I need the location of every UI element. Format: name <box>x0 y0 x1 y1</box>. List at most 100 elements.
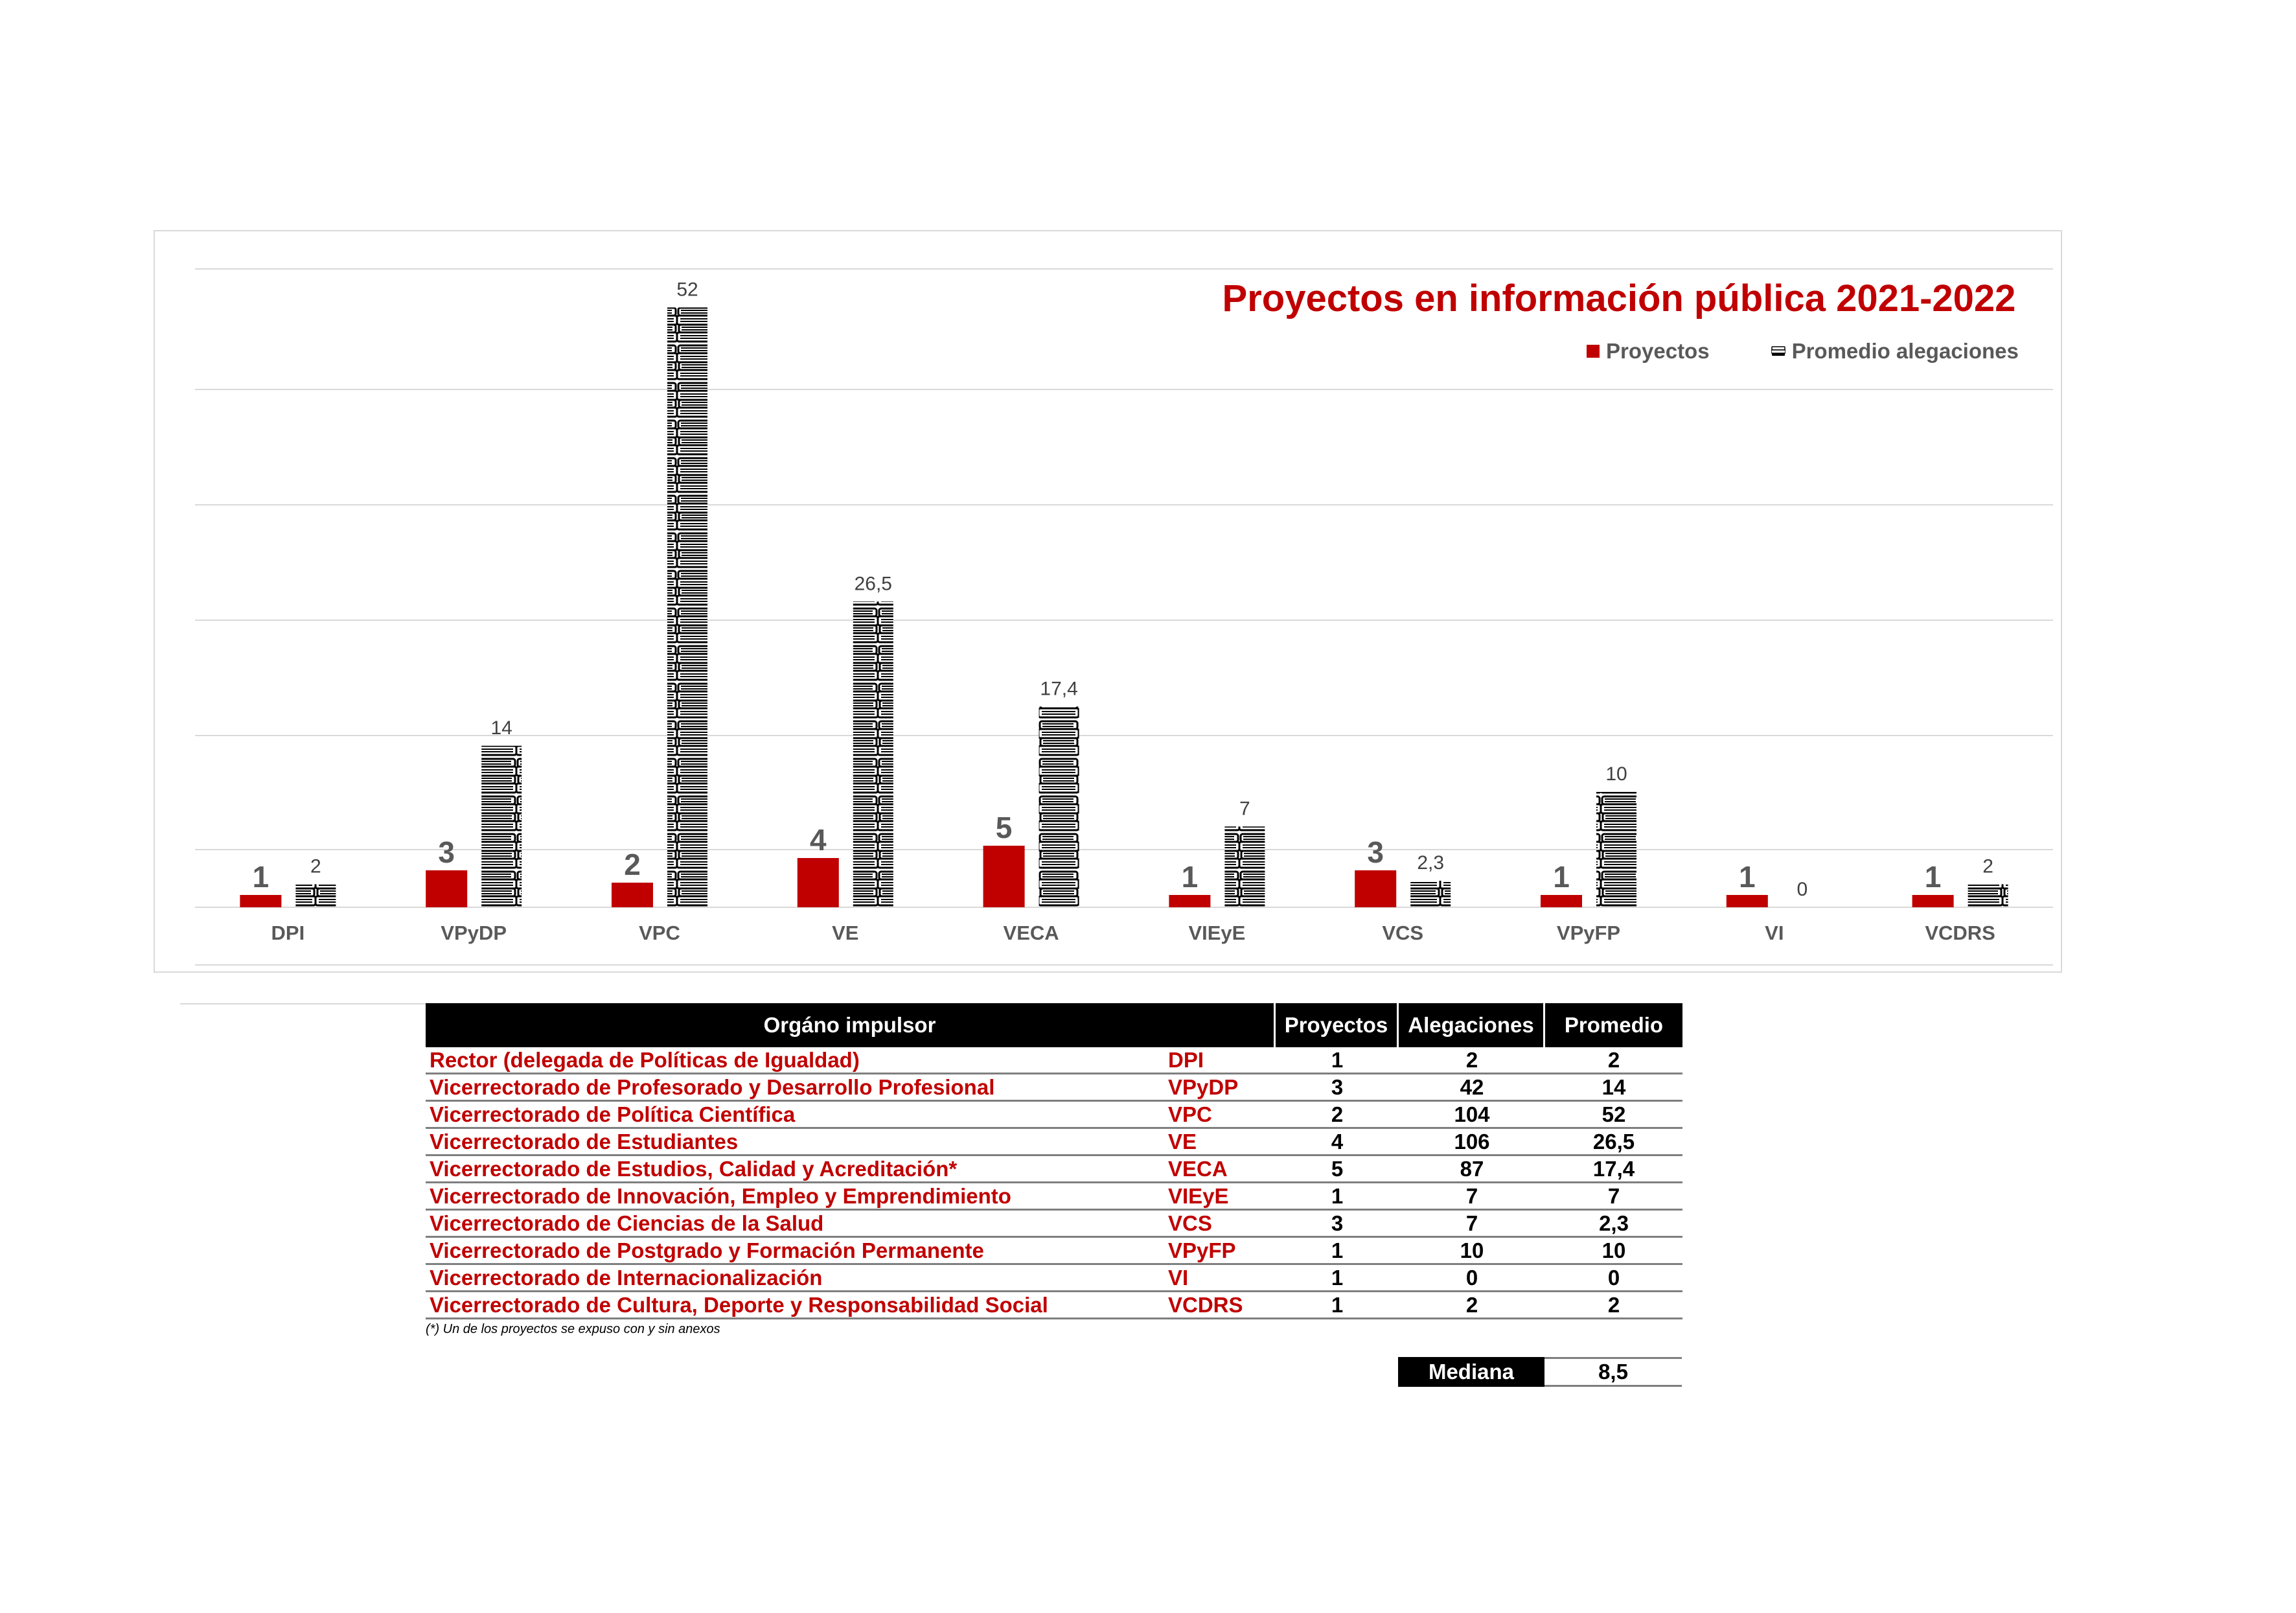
label-promedio-VECA: 17,4 <box>1040 678 1077 699</box>
header-organ: Orgáno impulsor <box>426 1003 1276 1047</box>
cell-average: 14 <box>1545 1075 1682 1100</box>
category-label-VPyFP: VPyFP <box>1557 922 1620 944</box>
cell-abbr: VCDRS <box>1164 1293 1276 1317</box>
label-proyectos-VPyDP: 3 <box>438 835 455 869</box>
cell-allegations-text: 10 <box>1460 1238 1484 1262</box>
cell-allegations: 104 <box>1399 1102 1545 1127</box>
cell-projects-text: 3 <box>1331 1211 1344 1235</box>
category-label-VCDRS: VCDRS <box>1925 922 1995 944</box>
table-row: Vicerrectorado de Estudios, Calidad y Ac… <box>426 1156 1682 1183</box>
bar-proyectos-VCS <box>1355 870 1397 907</box>
cell-abbr: VIEyE <box>1164 1184 1276 1209</box>
cell-allegations: 42 <box>1399 1075 1545 1100</box>
cell-organ: Rector (delegada de Políticas de Igualda… <box>426 1048 1164 1073</box>
bar-proyectos-VPyDP <box>426 870 468 907</box>
cell-average-text: 0 <box>1607 1266 1620 1290</box>
table-header: Orgáno impulsor Proyectos Alegaciones Pr… <box>426 1003 1682 1047</box>
label-proyectos-VI: 1 <box>1739 860 1756 894</box>
bar-proyectos-VE <box>797 858 839 907</box>
chart-legend: Proyectos Promedio alegaciones <box>1587 339 2019 364</box>
cell-organ: Vicerrectorado de Internacionalización <box>426 1266 1164 1290</box>
cell-allegations: 87 <box>1399 1157 1545 1181</box>
cell-average: 2 <box>1545 1048 1682 1073</box>
data-table: Orgáno impulsor Proyectos Alegaciones Pr… <box>426 1003 1682 1337</box>
cell-allegations-text: 2 <box>1465 1293 1478 1317</box>
label-proyectos-VCDRS: 1 <box>1925 860 1942 894</box>
bar-promedio-VE <box>853 601 893 907</box>
cell-allegations-text: 0 <box>1465 1266 1478 1290</box>
cell-average: 0 <box>1545 1266 1682 1290</box>
cell-organ: Vicerrectorado de Política Científica <box>426 1102 1164 1127</box>
cell-average-text: 2 <box>1607 1293 1620 1317</box>
cell-projects-text: 1 <box>1331 1293 1344 1317</box>
bar-proyectos-VI <box>1726 895 1768 907</box>
cell-projects: 2 <box>1276 1102 1399 1127</box>
cell-abbr-text: VI <box>1168 1266 1189 1290</box>
label-promedio-VPC: 52 <box>676 279 698 300</box>
header-projects: Proyectos <box>1276 1003 1399 1047</box>
label-proyectos-VCS: 3 <box>1367 835 1384 869</box>
cell-allegations-text: 2 <box>1465 1048 1478 1072</box>
cell-allegations-text: 106 <box>1454 1130 1490 1154</box>
label-promedio-VCDRS: 2 <box>1982 855 1993 877</box>
bar-proyectos-VPyFP <box>1541 895 1582 907</box>
table-row: Vicerrectorado de Política Científica VPC… <box>426 1102 1682 1129</box>
label-proyectos-VE: 4 <box>810 823 827 857</box>
cell-organ-text: Vicerrectorado de Estudiantes <box>430 1130 739 1154</box>
cell-allegations: 7 <box>1399 1184 1545 1209</box>
bar-promedio-VIEyE <box>1224 826 1265 907</box>
median-value: 8,5 <box>1544 1357 1682 1387</box>
cell-average-text: 2,3 <box>1599 1211 1629 1235</box>
label-proyectos-VPC: 2 <box>624 848 641 881</box>
cell-organ-text: Vicerrectorado de Postgrado y Formación … <box>430 1238 984 1262</box>
header-average: Promedio <box>1545 1003 1682 1047</box>
cell-abbr-text: VECA <box>1168 1157 1228 1181</box>
median-row: Mediana 8,5 <box>1398 1357 1682 1387</box>
cell-organ-text: Vicerrectorado de Ciencias de la Salud <box>430 1211 824 1235</box>
cell-average-text: 2 <box>1607 1048 1620 1072</box>
label-proyectos-VPyFP: 1 <box>1553 860 1570 894</box>
category-label-VECA: VECA <box>1004 922 1059 944</box>
cell-allegations: 0 <box>1399 1266 1545 1290</box>
cell-abbr: VPyFP <box>1164 1238 1276 1263</box>
cell-projects: 1 <box>1276 1293 1399 1317</box>
cell-organ-text: Vicerrectorado de Política Científica <box>430 1102 796 1126</box>
cell-projects: 4 <box>1276 1130 1399 1154</box>
table-body: Rector (delegada de Políticas de Igualda… <box>426 1047 1682 1319</box>
cell-average-text: 14 <box>1601 1075 1626 1099</box>
cell-abbr-text: VE <box>1168 1130 1197 1154</box>
cell-organ-text: Rector (delegada de Políticas de Igualda… <box>430 1048 860 1072</box>
table-row: Vicerrectorado de Profesorado y Desarrol… <box>426 1074 1682 1102</box>
label-proyectos-VIEyE: 1 <box>1182 860 1199 894</box>
category-label-VCS: VCS <box>1382 922 1423 944</box>
cell-organ: Vicerrectorado de Cultura, Deporte y Res… <box>426 1293 1164 1317</box>
cell-allegations-text: 7 <box>1465 1211 1478 1235</box>
bar-promedio-DPI <box>295 884 336 907</box>
bar-promedio-VPC <box>667 307 707 907</box>
cell-allegations: 10 <box>1399 1238 1545 1263</box>
cell-abbr-text: VCS <box>1168 1211 1212 1235</box>
cell-average: 26,5 <box>1545 1130 1682 1154</box>
cell-average: 17,4 <box>1545 1157 1682 1181</box>
category-label-VIEyE: VIEyE <box>1188 922 1245 944</box>
cell-average: 2 <box>1545 1293 1682 1317</box>
bar-proyectos-VPC <box>612 883 653 907</box>
cell-abbr-text: VCDRS <box>1168 1293 1243 1317</box>
table-row: Vicerrectorado de Innovación, Empleo y E… <box>426 1183 1682 1211</box>
bar-proyectos-VECA <box>983 846 1025 907</box>
cell-allegations-text: 87 <box>1460 1157 1484 1181</box>
cell-abbr-text: VIEyE <box>1168 1184 1229 1208</box>
cell-projects-text: 3 <box>1331 1075 1344 1099</box>
median-label: Mediana <box>1398 1357 1544 1387</box>
legend-item-promedio: Promedio alegaciones <box>1771 339 2019 364</box>
category-label-VPyDP: VPyDP <box>441 922 507 944</box>
table-row: Vicerrectorado de Internacionalización VI… <box>426 1265 1682 1292</box>
cell-projects-text: 1 <box>1331 1266 1344 1290</box>
category-label-DPI: DPI <box>271 922 305 944</box>
legend-label-proyectos: Proyectos <box>1606 339 1710 363</box>
legend-swatch-proyectos <box>1587 345 1600 358</box>
cell-abbr: VE <box>1164 1130 1276 1154</box>
cell-average: 52 <box>1545 1102 1682 1127</box>
cell-average-text: 7 <box>1607 1184 1620 1208</box>
cell-average: 10 <box>1545 1238 1682 1263</box>
